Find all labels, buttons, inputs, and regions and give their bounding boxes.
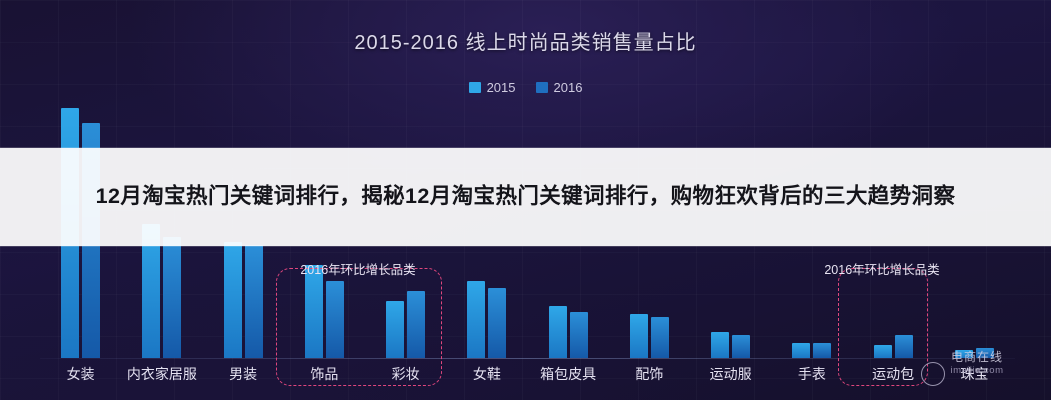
x-tick-label-饰品: 饰品 (310, 366, 339, 382)
overlay-banner: 12月淘宝热门关键词排行，揭秘12月淘宝热门关键词排行，购物狂欢背后的三大趋势洞… (0, 148, 1051, 246)
watermark-sub: imaijia.com (950, 365, 1004, 376)
bar-2016-彩妆 (407, 291, 426, 358)
bar-group (873, 334, 913, 358)
bar-2016-箱包皮具 (569, 311, 588, 358)
x-axis-line (40, 358, 1015, 359)
watermark-main: 电商在线 (950, 350, 1003, 364)
x-axis-tick-labels: 女装 内衣家居服 男装 饰品 彩妆 女鞋 箱包皮具 配饰 运动服 手表 运动包 珠宝 (40, 362, 1015, 392)
chart-legend: 2015 2016 (0, 80, 1051, 95)
bar-group (223, 242, 263, 358)
bar-2015-女鞋 (467, 280, 486, 358)
x-tick-label-手表: 手表 (797, 366, 826, 382)
legend-swatch-2015 (468, 82, 481, 93)
bar-2015-珠宝 (954, 350, 973, 358)
watermark: 电商在线 imaijia.com (917, 348, 1037, 392)
bar-group (954, 347, 994, 358)
bar-2016-珠宝 (975, 347, 994, 358)
bar-2015-运动服 (711, 332, 730, 358)
bar-2016-内衣家居服 (163, 236, 182, 358)
legend-swatch-2016 (535, 82, 548, 93)
legend-item-2015: 2015 (468, 80, 516, 95)
bar-group (548, 306, 588, 358)
x-tick-label-珠宝: 珠宝 (960, 366, 989, 382)
bar-2016-女鞋 (488, 288, 507, 358)
bar-2015-配饰 (629, 314, 648, 358)
bar-group (304, 265, 344, 358)
bar-2015-男装 (223, 242, 242, 358)
x-tick-label-运动服: 运动服 (709, 366, 752, 382)
x-tick-label-彩妆: 彩妆 (391, 366, 420, 382)
bar-group (386, 291, 426, 358)
bar-2015-内衣家居服 (142, 223, 161, 358)
bar-group (142, 223, 182, 358)
x-tick-label-女鞋: 女鞋 (472, 366, 501, 382)
globe-icon (921, 362, 945, 386)
bar-2016-饰品 (325, 280, 344, 358)
x-tick-label-女装: 女装 (66, 366, 95, 382)
bar-group (467, 280, 507, 358)
bar-group (792, 342, 832, 358)
bar-2015-箱包皮具 (548, 306, 567, 358)
bar-2016-男装 (244, 244, 263, 358)
overlay-headline: 12月淘宝热门关键词排行，揭秘12月淘宝热门关键词排行，购物狂欢背后的三大趋势洞… (95, 184, 956, 209)
bar-2015-饰品 (304, 265, 323, 358)
x-tick-label-男装: 男装 (229, 366, 258, 382)
bar-2015-手表 (792, 342, 811, 358)
bar-2015-彩妆 (386, 301, 405, 358)
chart-title: 2015-2016 线上时尚品类销售量占比 (354, 32, 697, 54)
x-tick-label-箱包皮具: 箱包皮具 (540, 366, 597, 382)
legend-label-2015: 2015 (486, 80, 516, 95)
bar-2016-运动服 (732, 334, 751, 358)
bar-2015-运动包 (873, 345, 892, 358)
annotation-label-2: 2016年环比增长品类 (824, 263, 940, 277)
bar-2016-运动包 (894, 334, 913, 358)
annotation-label-1: 2016年环比增长品类 (300, 263, 416, 277)
x-tick-label-内衣家居服: 内衣家居服 (126, 366, 197, 382)
x-tick-label-运动包: 运动包 (872, 366, 915, 382)
bar-group (629, 314, 669, 358)
bar-group (711, 332, 751, 358)
bar-2016-手表 (813, 342, 832, 358)
x-tick-label-配饰: 配饰 (635, 366, 664, 382)
bar-2016-配饰 (650, 316, 669, 358)
legend-label-2016: 2016 (553, 80, 583, 95)
legend-item-2016: 2016 (535, 80, 583, 95)
